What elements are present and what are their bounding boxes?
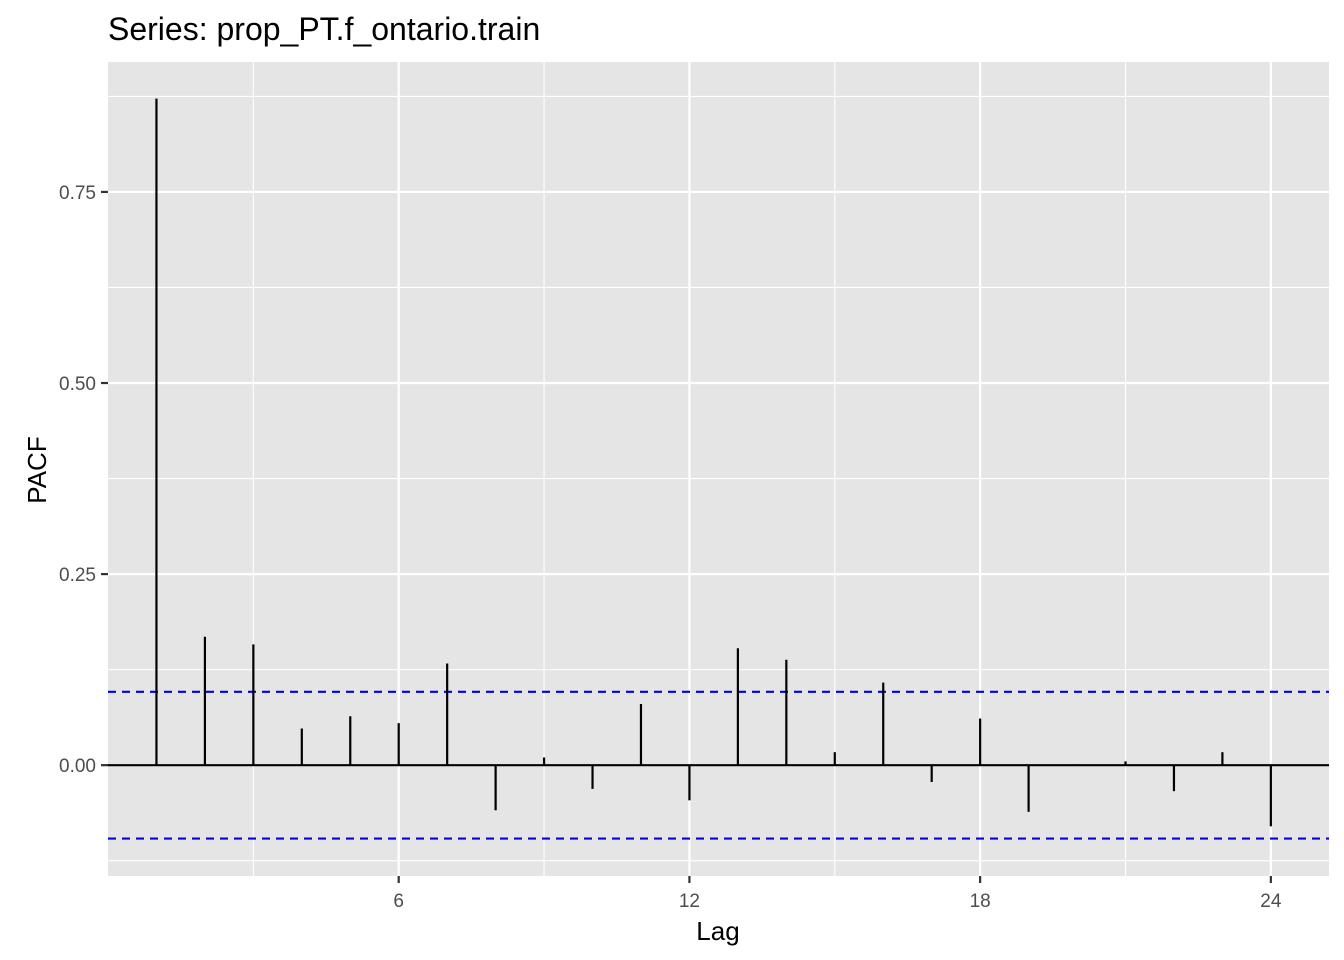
plot-panel: [108, 62, 1329, 876]
y-tick-label: 0.75: [59, 183, 96, 204]
x-tick-label: 6: [393, 891, 404, 912]
minor-gridlines: [108, 62, 1329, 876]
x-axis-title: Lag: [696, 916, 739, 946]
x-axis: 6 12 18 24: [393, 876, 1282, 912]
confidence-bounds: [108, 690, 1329, 840]
pacf-spikes: [155, 98, 1272, 827]
y-axis: 0.00 0.25 0.50 0.75: [59, 183, 108, 777]
y-tick-label: 0.50: [59, 374, 96, 395]
x-tick-label: 12: [679, 891, 700, 912]
x-tick-label: 24: [1260, 891, 1282, 912]
y-tick-label: 0.00: [59, 756, 96, 777]
y-axis-title: PACF: [22, 436, 52, 503]
chart-title: Series: prop_PT.f_ontario.train: [108, 11, 540, 47]
y-tick-label: 0.25: [59, 565, 96, 586]
x-tick-label: 18: [970, 891, 991, 912]
